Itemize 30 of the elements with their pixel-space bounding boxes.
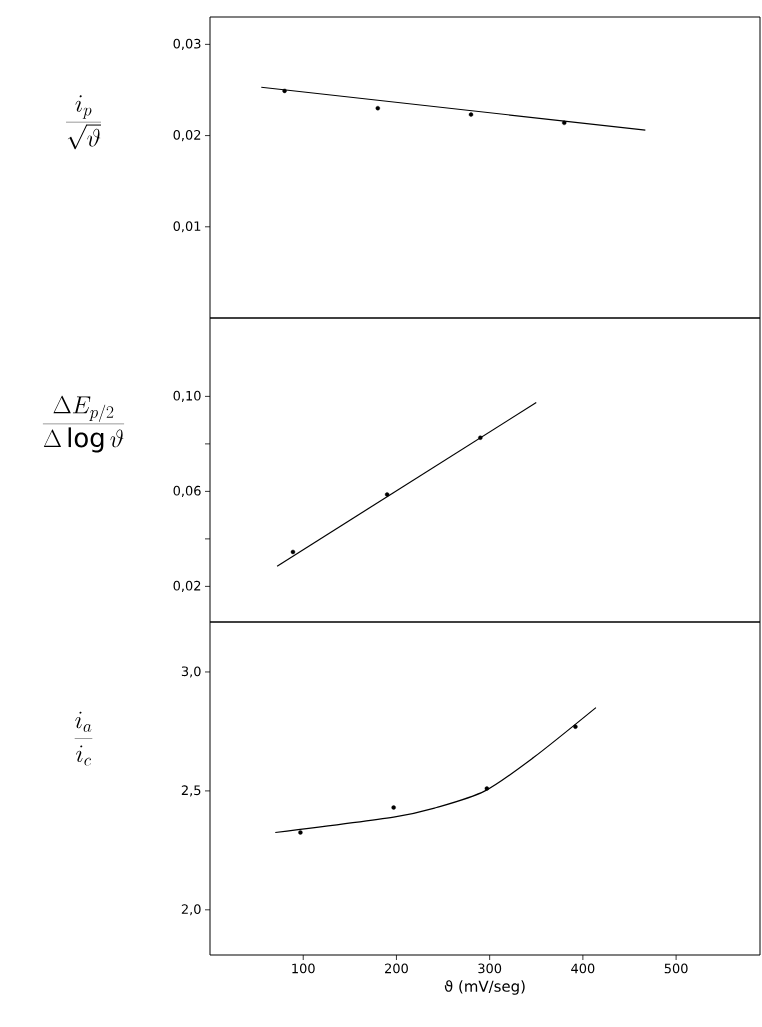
point	[468, 112, 474, 117]
point	[478, 435, 483, 440]
x-tick-label: 400	[571, 963, 595, 974]
y-tick-label: 0,02	[173, 130, 201, 142]
point	[384, 492, 390, 497]
y-tick-label: 0,03	[173, 38, 201, 50]
point	[282, 88, 287, 94]
y-axis-title: $\frac{\Delta E_{p/2}}{\Delta\log\vartheta}$	[42, 395, 125, 453]
y-tick-label: 0,02	[173, 580, 201, 592]
point	[298, 830, 303, 835]
y-axis-title: $\frac{i_p}{\sqrt{\vartheta}}$	[66, 95, 101, 150]
x-axis-title: ϑ (mV/seg)	[444, 980, 525, 995]
y-tick-label: 0,06	[173, 485, 201, 497]
point	[375, 106, 380, 111]
point	[391, 805, 396, 810]
y-tick-label: 2,5	[181, 785, 201, 797]
y-tick-label: 0,10	[173, 390, 201, 402]
point	[562, 120, 567, 125]
point	[290, 549, 296, 555]
point	[484, 786, 490, 791]
x-tick-label: 100	[292, 963, 315, 974]
y-tick-label: 2,0	[181, 904, 201, 916]
x-tick-label: 500	[664, 963, 688, 974]
line-series	[274, 707, 597, 834]
x-tick-label: 200	[385, 963, 408, 974]
y-tick-label: 0,01	[173, 221, 201, 233]
point	[573, 724, 578, 729]
y-tick-label: 3,0	[181, 666, 201, 678]
y-axis-title: $\frac{i_a}{i_c}$	[74, 711, 93, 766]
x-tick-label: 300	[478, 963, 502, 974]
